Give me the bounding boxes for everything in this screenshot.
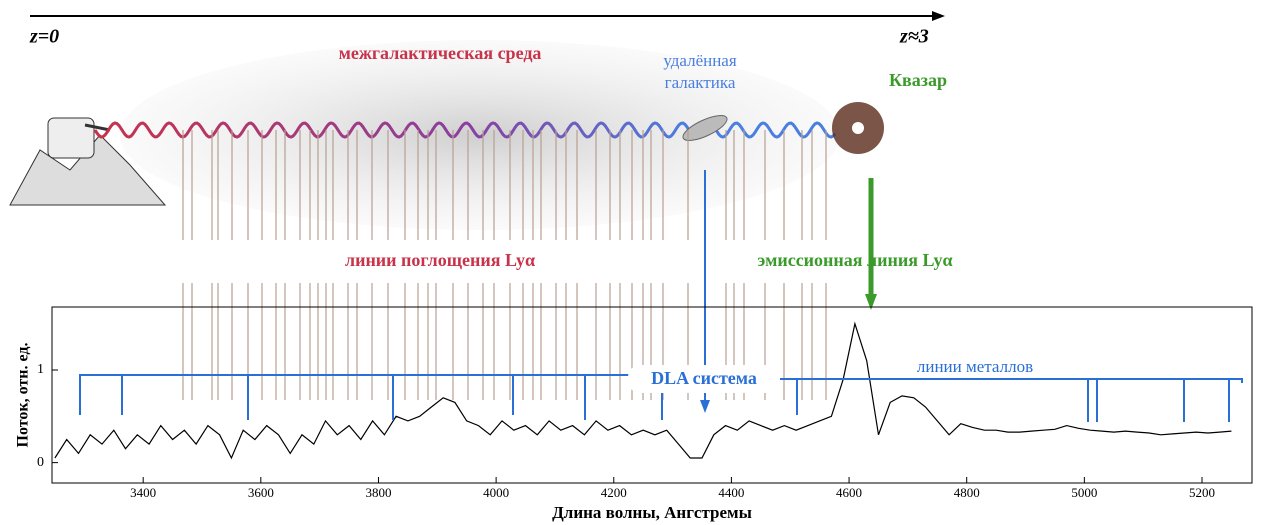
y-tick-label: 0 [37,455,44,470]
x-tick-label: 4000 [483,485,509,500]
quasar-label: Квазар [889,70,947,90]
dla-box [628,365,780,393]
x-axis-label: Длина волны, Ангстремы [552,503,752,522]
spectrum [54,321,1232,460]
y-tick-label: 1 [37,362,44,377]
x-tick-label: 4400 [718,485,744,500]
z-end: z≈3 [899,26,929,48]
igm-label: межгалактическая среда [339,43,542,63]
absorption-label: линии поглощения Lyα [345,250,535,270]
x-tick-label: 3800 [365,485,391,500]
x-tick-label: 4200 [601,485,627,500]
x-tick-label: 3400 [130,485,156,500]
x-tick-label: 5200 [1189,485,1215,500]
dla-arrow [700,400,710,413]
galaxy [682,115,728,141]
observatory [9,117,167,206]
x-tick-label: 5000 [1071,485,1097,500]
galaxy-label: галактика [665,73,736,92]
dla-label: DLA система [651,368,757,388]
metal-lines [79,374,1243,422]
z-arrow-head [932,11,945,21]
metals-label: линии металлов [917,357,1033,376]
quasar-core [852,122,864,134]
x-tick-label: 4600 [836,485,862,500]
y-axis-label: Поток, отн. ед. [15,343,32,448]
x-tick-label: 3600 [248,485,274,500]
plot-frame [51,306,1253,484]
z-start: z=0 [29,26,59,48]
emission-label: эмиссионная линия Lyα [757,250,952,270]
x-tick-label: 4800 [954,485,980,500]
galaxy-label: удалённая [663,51,737,70]
emission-arrow [865,294,877,310]
